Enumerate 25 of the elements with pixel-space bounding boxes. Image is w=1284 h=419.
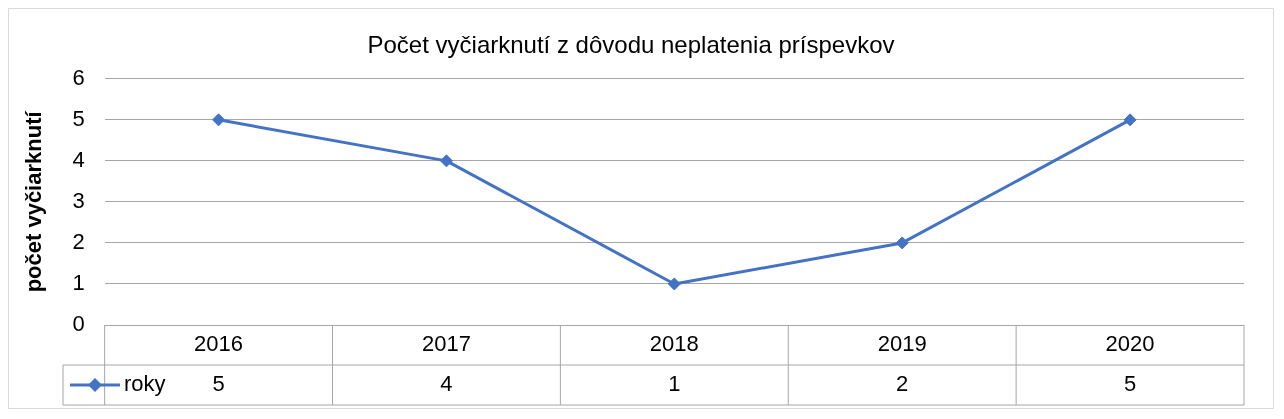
point: [895, 236, 909, 250]
y-axis-title: počet vyčiarknutí: [21, 110, 47, 293]
data-label: 5: [212, 371, 225, 397]
point: [439, 154, 453, 168]
legend-label: roky: [124, 371, 166, 397]
x-tick-label: 2017: [421, 331, 471, 357]
point: [1123, 113, 1137, 127]
y-tick-label: 0: [72, 311, 85, 337]
x-tick-label: 2020: [1105, 331, 1155, 357]
x-tick-label: 2019: [877, 331, 927, 357]
x-tick-label: 2018: [649, 331, 699, 357]
y-tick-label: 5: [72, 105, 85, 131]
data-label: 1: [668, 371, 681, 397]
data-label: 5: [1123, 371, 1137, 397]
y-tick-label: 1: [72, 270, 85, 296]
point: [667, 277, 681, 291]
data-label: 2: [896, 371, 909, 397]
y-tick-label: 2: [72, 229, 85, 254]
y-tick-label: 3: [72, 187, 85, 213]
y-tick-label: 4: [72, 146, 85, 172]
chart-title: Počet vyčiarknutí z dôvodu neplatenia príspevkov: [367, 31, 895, 59]
y-tick-label: 6: [72, 64, 85, 90]
x-tick-label: 2016: [194, 331, 244, 357]
data-label: 4: [440, 371, 453, 397]
point: [212, 113, 226, 127]
